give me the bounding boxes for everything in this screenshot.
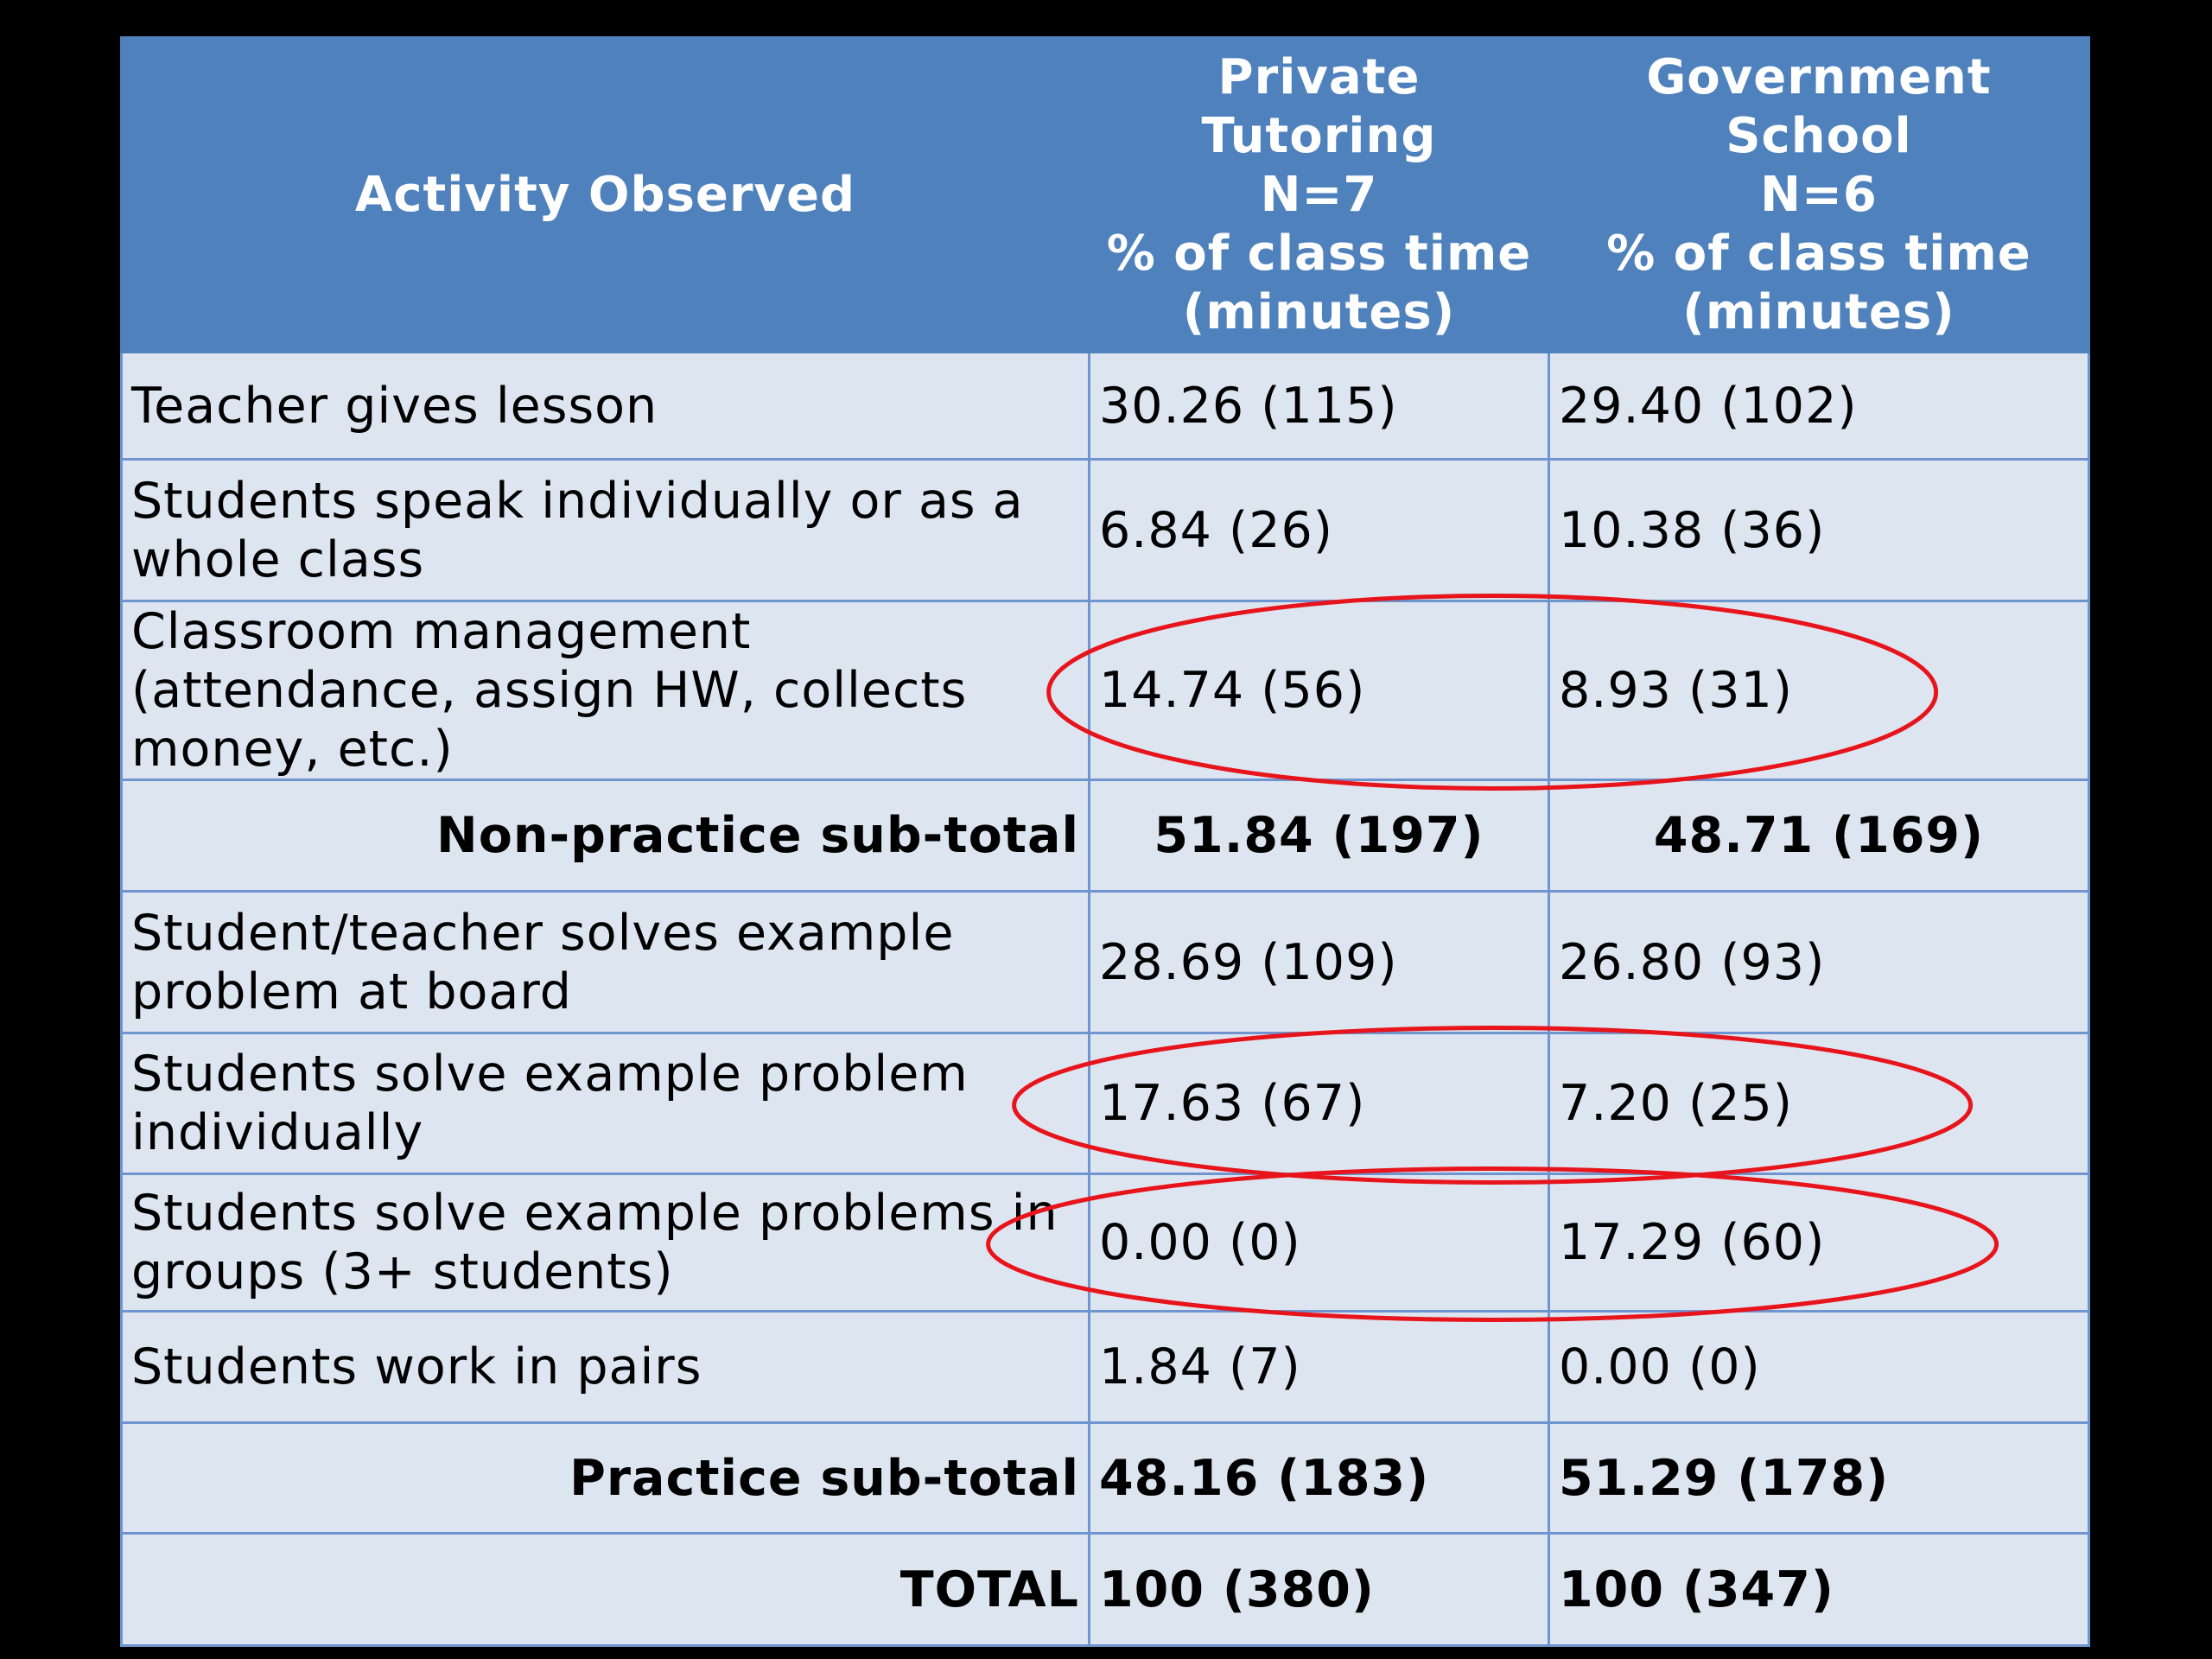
header-private-line-4: % of class time [1106,225,1532,282]
header-government-line-5: (minutes) [1682,283,1955,340]
private-cell: 17.63 (67) [1088,1032,1550,1175]
government-cell: 100 (347) [1548,1532,2090,1647]
activity-cell: Student/teacher solves example problem a… [120,890,1090,1034]
total-row: TOTAL 100 (380) 100 (347) [120,1532,2090,1647]
header-government-line-1: Government [1646,48,1992,105]
government-cell: 26.80 (93) [1548,890,2090,1034]
activity-cell: Students solve example problem individua… [120,1032,1090,1175]
header-activity: Activity Observed [120,36,1090,353]
activity-cell: Students work in pairs [120,1310,1090,1424]
activity-cell: Classroom management (attendance, assign… [120,600,1090,781]
table-row: Students solve example problem individua… [120,1032,2090,1175]
government-cell: 8.93 (31) [1548,600,2090,781]
private-cell: 51.84 (197) [1088,779,1550,893]
activity-cell: Teacher gives lesson [120,351,1090,461]
table-row: Classroom management (attendance, assign… [120,600,2090,781]
government-cell: 0.00 (0) [1548,1310,2090,1424]
government-cell: 17.29 (60) [1548,1173,2090,1313]
subtotal-label: Practice sub-total [120,1421,1090,1535]
private-cell: 100 (380) [1088,1532,1550,1647]
private-cell: 14.74 (56) [1088,600,1550,781]
header-government-school: Government School N=6 % of class time (m… [1548,36,2090,353]
header-government-line-3: N=6 [1760,166,1878,223]
subtotal-label: Non-practice sub-total [120,779,1090,893]
government-cell: 51.29 (178) [1548,1421,2090,1535]
government-cell: 29.40 (102) [1548,351,2090,461]
header-private-line-3: N=7 [1260,166,1378,223]
subtotal-row: Non-practice sub-total 51.84 (197) 48.71… [120,779,2090,893]
header-private-line-1: Private [1217,48,1421,105]
table-row: Teacher gives lesson 30.26 (115) 29.40 (… [120,351,2090,461]
private-cell: 0.00 (0) [1088,1173,1550,1313]
table-row: Students solve example problems in group… [120,1173,2090,1313]
header-row: Activity Observed Private Tutoring N=7 %… [120,36,2090,353]
private-cell: 28.69 (109) [1088,890,1550,1034]
private-cell: 30.26 (115) [1088,351,1550,461]
activity-cell: Students solve example problems in group… [120,1173,1090,1313]
activity-table: Activity Observed Private Tutoring N=7 %… [120,36,2090,1647]
government-cell: 48.71 (169) [1548,779,2090,893]
header-private-tutoring: Private Tutoring N=7 % of class time (mi… [1088,36,1550,353]
government-cell: 7.20 (25) [1548,1032,2090,1175]
activity-cell: Students speak individually or as a whol… [120,458,1090,602]
private-cell: 1.84 (7) [1088,1310,1550,1424]
private-cell: 48.16 (183) [1088,1421,1550,1535]
header-government-line-4: % of class time [1606,225,2031,282]
table-row: Student/teacher solves example problem a… [120,890,2090,1034]
header-government-line-2: School [1726,107,1912,164]
total-label: TOTAL [120,1532,1090,1647]
table-row: Students speak individually or as a whol… [120,458,2090,602]
header-activity-line: Activity Observed [354,166,856,223]
subtotal-row: Practice sub-total 48.16 (183) 51.29 (17… [120,1421,2090,1535]
government-cell: 10.38 (36) [1548,458,2090,602]
header-private-line-2: Tutoring [1201,107,1437,164]
header-private-line-5: (minutes) [1182,283,1456,340]
private-cell: 6.84 (26) [1088,458,1550,602]
table-row: Students work in pairs 1.84 (7) 0.00 (0) [120,1310,2090,1424]
